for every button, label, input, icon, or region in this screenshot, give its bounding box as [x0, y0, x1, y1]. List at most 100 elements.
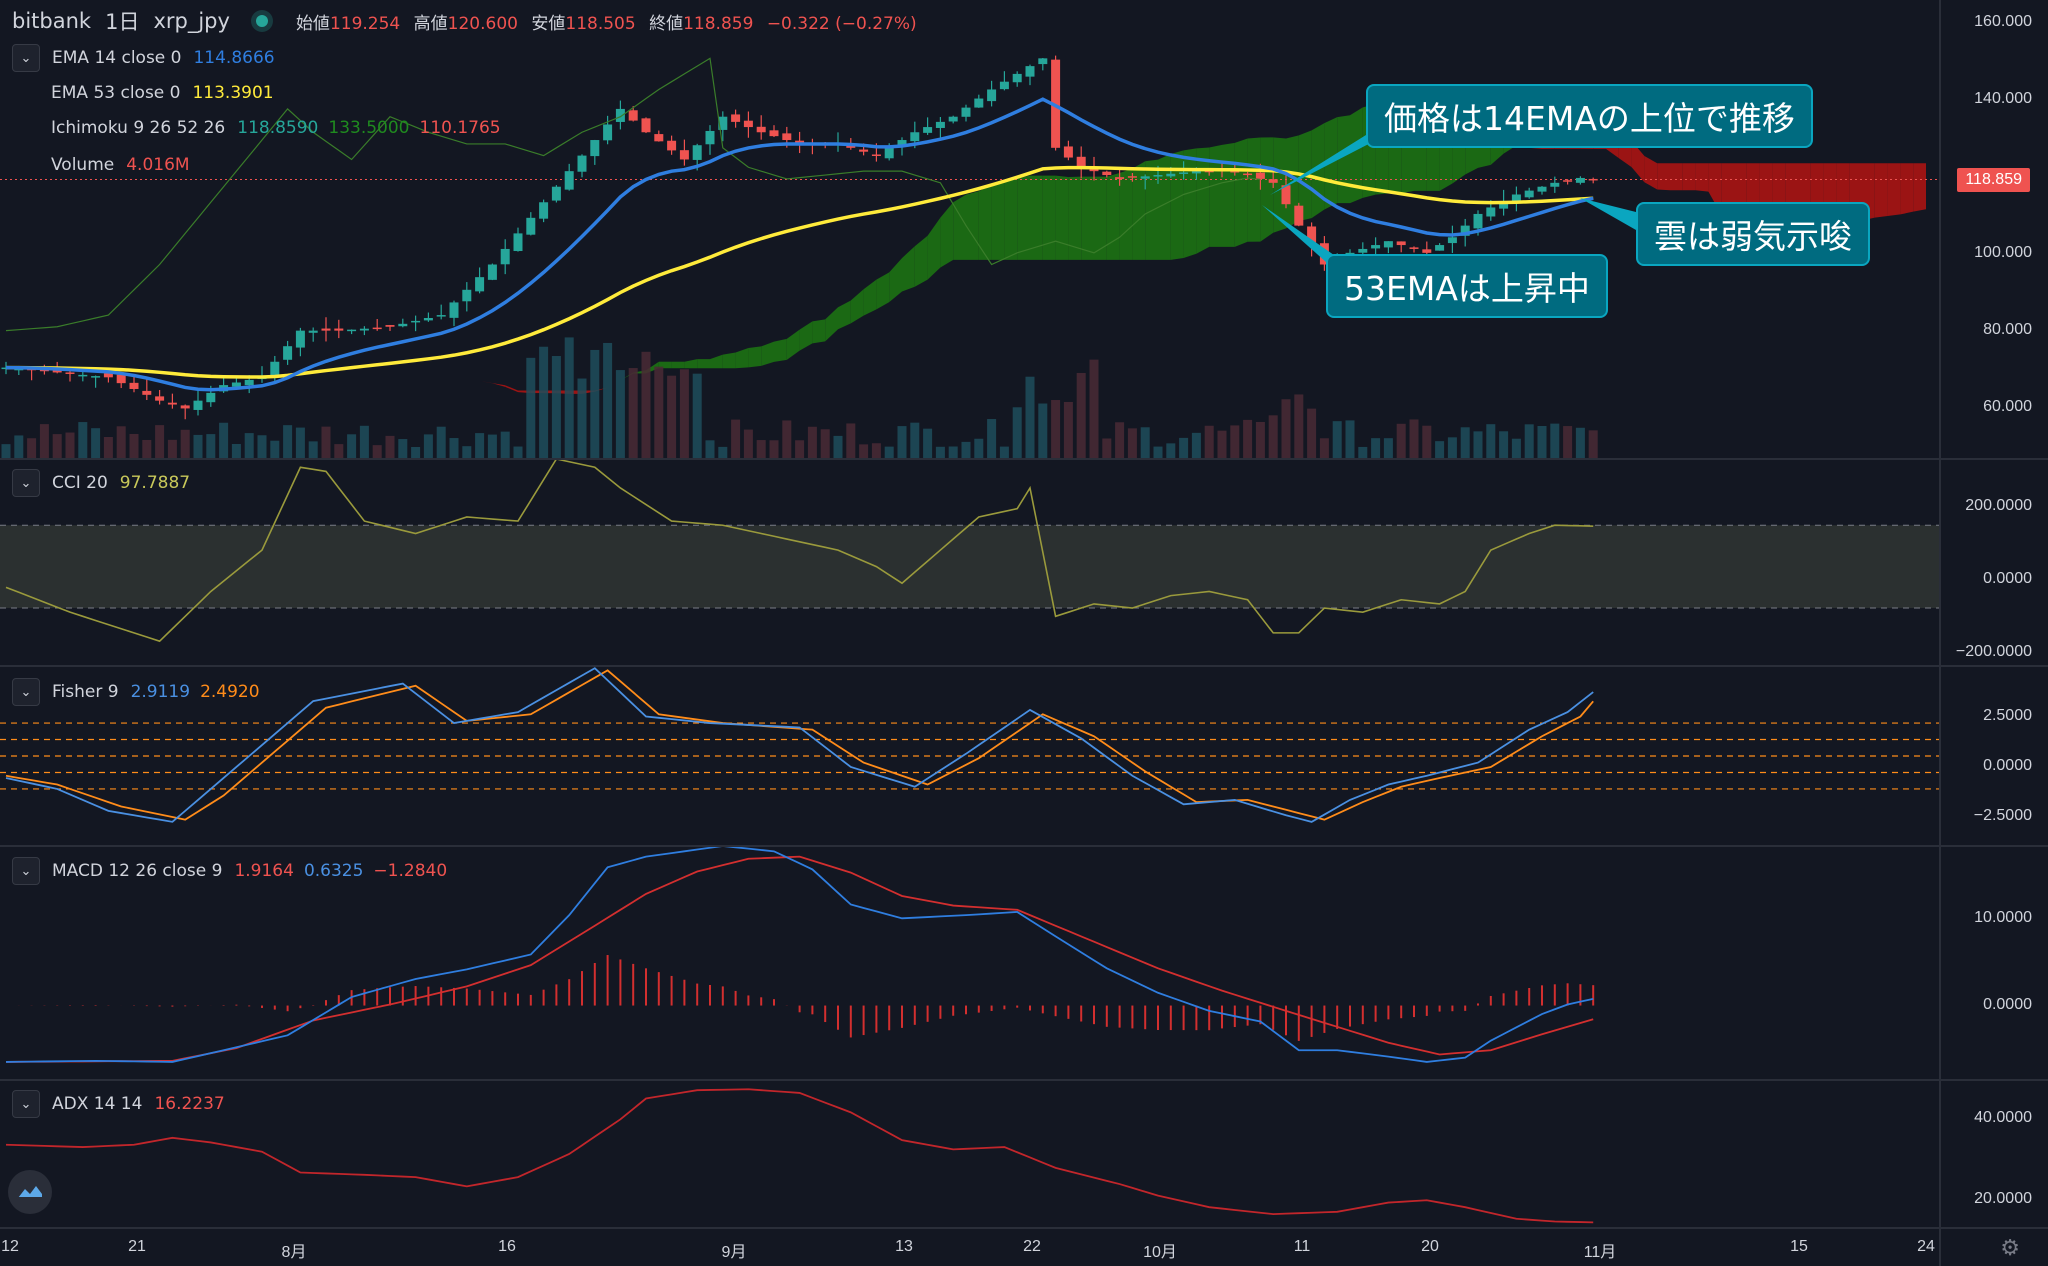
- collapse-adx-icon[interactable]: ⌄: [12, 1090, 40, 1118]
- ichimoku-legend[interactable]: Ichimoku 9 26 52 26 118.8590 133.5000 11…: [51, 118, 501, 138]
- ichimoku-cloud-segment: [850, 289, 864, 324]
- adx-legend[interactable]: ⌄ ADX 14 14 16.2237: [12, 1090, 235, 1118]
- ichimoku-cloud-segment: [1030, 175, 1043, 260]
- cci-legend[interactable]: ⌄ CCI 20 97.7887: [12, 469, 200, 497]
- ichimoku-cloud-segment: [1055, 175, 1069, 260]
- candle-body: [551, 186, 561, 201]
- volume-bar: [398, 439, 408, 459]
- volume-bar: [615, 370, 625, 459]
- volume-bar: [500, 431, 510, 459]
- candle-body: [526, 217, 536, 235]
- volume-bar: [52, 434, 62, 459]
- ichimoku-cloud-segment: [1196, 147, 1210, 254]
- volume-bar: [1243, 419, 1253, 459]
- ichimoku-cloud-segment: [1132, 161, 1146, 260]
- collapse-legend-icon[interactable]: ⌄: [12, 44, 40, 72]
- volume-bar: [411, 446, 421, 459]
- ichimoku-cloud-segment: [1887, 163, 1901, 217]
- candle-body: [385, 325, 395, 327]
- time-axis-label: 21: [128, 1238, 146, 1255]
- ichimoku-cloud-segment: [1682, 163, 1696, 191]
- volume-bar: [1255, 421, 1265, 459]
- ichimoku-cloud-segment: [825, 307, 838, 342]
- candle-body: [1127, 176, 1137, 178]
- ichimoku-cloud-segment: [1042, 175, 1056, 260]
- candle-body: [1307, 226, 1317, 246]
- collapse-fisher-icon[interactable]: ⌄: [12, 678, 40, 706]
- annotation-cloud-bearish[interactable]: 雲は弱気示唆: [1636, 202, 1870, 266]
- high-value: 120.600: [447, 13, 518, 34]
- candle-body: [155, 396, 165, 401]
- candle-body: [180, 405, 190, 409]
- volume-bar: [999, 446, 1009, 459]
- candle-body: [731, 114, 741, 122]
- ichimoku-cloud-segment: [1004, 178, 1018, 260]
- candle-body: [1383, 241, 1393, 248]
- candle-body: [462, 289, 472, 302]
- ema14-legend[interactable]: ⌄ EMA 14 close 0 114.8666: [12, 44, 285, 72]
- candle-body: [1486, 207, 1496, 217]
- candle-body: [628, 110, 638, 121]
- ichimoku-cloud-segment: [1170, 150, 1184, 260]
- volume-bar: [1371, 438, 1381, 459]
- ichimoku-cloud-segment: [761, 341, 774, 366]
- candle-body: [1191, 171, 1201, 174]
- volume-bar: [1460, 427, 1470, 459]
- tradingview-logo-icon[interactable]: [8, 1170, 52, 1214]
- volume-bar: [1550, 423, 1560, 459]
- volume-bar: [769, 440, 779, 459]
- annotation-price-above-ema[interactable]: 価格は14EMAの上位で推移: [1366, 84, 1813, 148]
- candle-body: [103, 373, 113, 378]
- candle-body: [974, 98, 984, 108]
- ichimoku-cloud-segment: [1234, 138, 1248, 247]
- time-axis-label: 13: [895, 1238, 913, 1255]
- volume-bar: [1281, 399, 1291, 459]
- volume-legend[interactable]: Volume 4.016M: [51, 155, 190, 175]
- ichimoku-cloud-segment: [1644, 156, 1658, 190]
- candle-body: [129, 382, 139, 389]
- ichimoku-cloud-segment: [940, 202, 954, 268]
- candle-body: [91, 376, 101, 378]
- volume-bar: [283, 425, 293, 459]
- adx-line: [5, 1088, 1594, 1224]
- volume-bar: [27, 438, 37, 459]
- volume-bar: [1179, 437, 1189, 459]
- annotation-ema53-rising[interactable]: 53EMAは上昇中: [1326, 254, 1608, 318]
- fisher-trigger-line: [5, 669, 1594, 821]
- candle-body: [1563, 180, 1573, 182]
- candle-body: [475, 277, 485, 292]
- volume-bar: [577, 378, 587, 459]
- exchange-label[interactable]: bitbank: [12, 9, 92, 33]
- volume-bar: [334, 444, 344, 459]
- time-axis-label: 9月: [721, 1244, 747, 1261]
- candle-body: [1063, 146, 1073, 158]
- macd-legend[interactable]: ⌄ MACD 12 26 close 9 1.9164 0.6325 −1.28…: [12, 857, 457, 885]
- candle-body: [359, 328, 369, 331]
- settings-gear-icon[interactable]: ⚙: [2000, 1236, 2020, 1261]
- ichimoku-cloud-segment: [658, 361, 672, 369]
- fisher-legend[interactable]: ⌄ Fisher 9 2.9119 2.4920: [12, 678, 270, 706]
- ichimoku-cloud-segment: [812, 319, 826, 344]
- candle-body: [935, 121, 945, 128]
- interval-label[interactable]: 1日: [105, 10, 140, 34]
- candle-body: [667, 140, 677, 151]
- collapse-cci-icon[interactable]: ⌄: [12, 469, 40, 497]
- cci-axis-label: 0.0000: [1983, 570, 2032, 587]
- volume-bar: [1486, 424, 1496, 459]
- ema53-legend[interactable]: EMA 53 close 0 113.3901: [51, 83, 274, 103]
- volume-bar: [526, 357, 536, 459]
- candle-body: [846, 145, 856, 148]
- candle-body: [14, 368, 24, 371]
- ichimoku-cloud-segment: [1017, 175, 1030, 260]
- volume-bar: [1166, 443, 1176, 459]
- volume-bar: [590, 349, 600, 459]
- volume-bar: [1051, 400, 1061, 459]
- collapse-macd-icon[interactable]: ⌄: [12, 857, 40, 885]
- candle-body: [1255, 172, 1265, 179]
- symbol-label[interactable]: xrp_jpy: [153, 9, 230, 33]
- candle-body: [1575, 177, 1585, 183]
- candle-body: [295, 330, 305, 348]
- volume-bar: [295, 427, 305, 459]
- ichimoku-cloud-segment: [774, 338, 787, 362]
